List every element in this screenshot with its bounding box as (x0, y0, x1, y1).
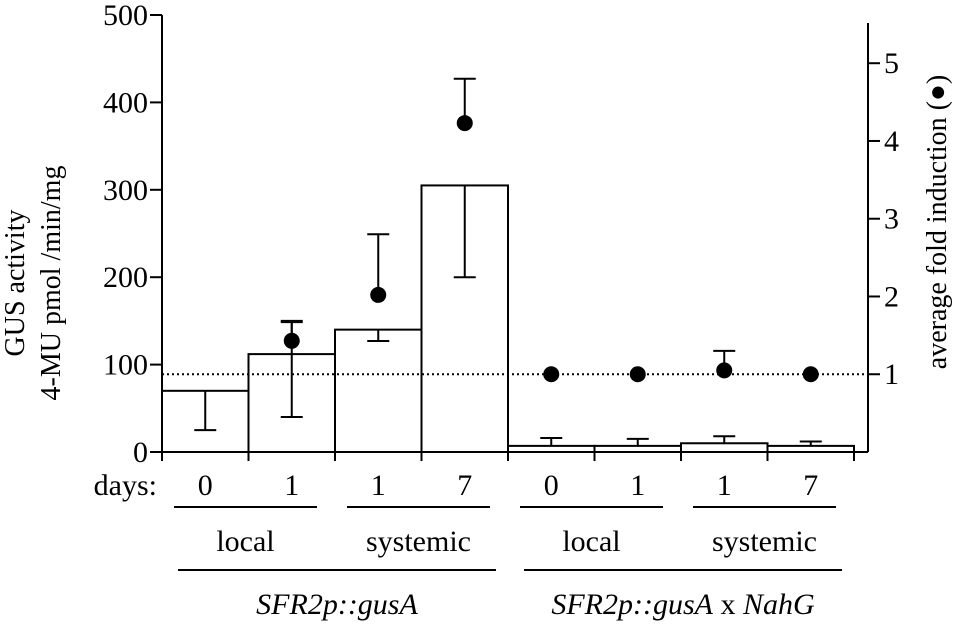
fold-induction-point (456, 115, 473, 132)
bars (161, 184, 855, 454)
y2-tick-label: 4 (884, 125, 899, 158)
fold-induction-point (716, 362, 733, 379)
day-tick-label: 0 (198, 469, 213, 502)
bar (334, 328, 423, 454)
bar (507, 444, 596, 453)
fold-induction-point (629, 366, 646, 383)
y-axis-title-line1: GUS activity (0, 210, 31, 357)
bar (593, 444, 682, 453)
y2-tick-label: 1 (884, 358, 899, 391)
supergroup-label-part: x (713, 588, 743, 621)
fold-induction-point (543, 366, 560, 383)
y-tick-label: 100 (103, 349, 148, 382)
days-label: days: (94, 469, 157, 502)
y-axis-title-line2: 4-MU pmol /min/mg (36, 166, 67, 401)
y-tick-label: 0 (133, 436, 148, 469)
fold-induction-point (283, 332, 300, 349)
day-tick-label: 1 (284, 469, 299, 502)
fold-induction-point (370, 286, 387, 303)
supergroup-label-part: SFR2p::gusA (551, 588, 713, 621)
fold-induction-point (802, 366, 819, 383)
bar (420, 184, 509, 453)
fold-induction-points (280, 77, 819, 383)
bar (680, 442, 769, 454)
y2-tick-label: 3 (884, 203, 899, 236)
group-label: systemic (712, 525, 817, 558)
category-labels: 0 1 1 7 0 1 1 7 local systemic local systemic SFR2p:… (174, 469, 842, 621)
day-tick-label: 1 (371, 469, 386, 502)
day-tick-label: 1 (717, 469, 732, 502)
day-tick-label: 7 (803, 469, 818, 502)
group-label: local (216, 525, 274, 558)
bar (766, 444, 855, 453)
supergroup-label-part: NahG (742, 588, 815, 621)
day-tick-label: 7 (457, 469, 472, 502)
supergroup-label-part: SFR2p::gusA (256, 588, 418, 621)
group-label: systemic (366, 525, 471, 558)
y-tick-label: 400 (103, 86, 148, 119)
y-tick-label: 500 (103, 0, 148, 32)
day-tick-label: 0 (544, 469, 559, 502)
y2-axis-title: average fold induction (●) (922, 75, 953, 369)
supergroup-label: SFR2p::gusA (256, 588, 418, 621)
y-tick-label: 200 (103, 261, 148, 294)
y2-tick-label: 2 (884, 280, 899, 313)
group-label: local (562, 525, 620, 558)
y-tick-label: 300 (103, 174, 148, 207)
day-tick-label: 1 (630, 469, 645, 502)
supergroup-label: SFR2p::gusA x NahG (551, 588, 815, 621)
y2-tick-label: 5 (884, 47, 899, 80)
